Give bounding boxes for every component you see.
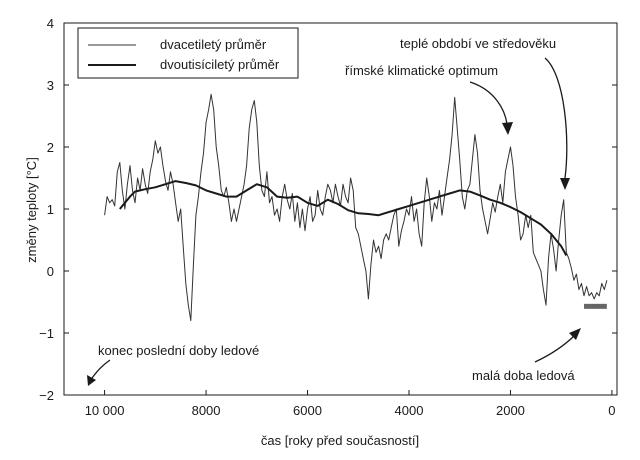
x-tick-label: 8000 xyxy=(192,403,221,418)
little-ice-age-bar xyxy=(584,303,607,309)
series-line-20yr xyxy=(104,93,608,322)
annotation-roman-optimum: římské klimatické optimum xyxy=(345,63,498,78)
y-tick-label: 2 xyxy=(47,140,54,155)
x-tick-label: 2000 xyxy=(496,403,525,418)
x-tick-label: 6000 xyxy=(293,403,322,418)
axis-ticks: −2 −1 0 1 2 3 4 10 000 8000 6000 4000 2000 0 xyxy=(39,16,617,418)
annotation-end-ice-age: konec poslední doby ledové xyxy=(98,343,259,358)
plot-frame xyxy=(63,22,618,396)
arrowhead-medieval-warm xyxy=(560,178,570,190)
series-layer xyxy=(104,93,608,322)
annotations: teplé období ve středověku římské klimat… xyxy=(87,36,581,386)
y-tick-label: −2 xyxy=(39,388,54,403)
arrow-little-ice-age xyxy=(534,334,576,363)
x-tick-label: 0 xyxy=(608,403,615,418)
arrowhead-little-ice-age xyxy=(569,328,581,340)
y-tick-label: 3 xyxy=(47,78,54,93)
x-tick-label: 10 000 xyxy=(85,403,125,418)
arrow-end-ice-age xyxy=(91,359,111,379)
arrowhead-roman-optimum xyxy=(502,122,513,135)
legend-box xyxy=(77,27,299,79)
arrowhead-end-ice-age xyxy=(87,375,96,386)
y-axis-label: změny teploty [°C] xyxy=(24,157,39,263)
arrow-medieval-warm xyxy=(544,57,568,179)
annotation-little-ice-age: malá doba ledová xyxy=(472,368,575,383)
legend-label-2000yr: dvoutisíciletý průměr xyxy=(160,57,280,72)
annotation-medieval-warm: teplé období ve středověku xyxy=(400,36,556,51)
y-tick-label: 0 xyxy=(47,264,54,279)
y-tick-label: 1 xyxy=(47,202,54,217)
x-axis-label: čas [roky před současností] xyxy=(261,433,419,448)
y-tick-label: 4 xyxy=(47,16,54,31)
arrow-roman-optimum xyxy=(469,81,508,125)
x-tick-label: 4000 xyxy=(395,403,424,418)
legend: dvacetiletý průměr dvoutisíciletý průměr xyxy=(77,27,299,79)
y-tick-label: −1 xyxy=(39,326,54,341)
series-line-2000yr xyxy=(119,180,568,256)
legend-label-20yr: dvacetiletý průměr xyxy=(160,37,267,52)
